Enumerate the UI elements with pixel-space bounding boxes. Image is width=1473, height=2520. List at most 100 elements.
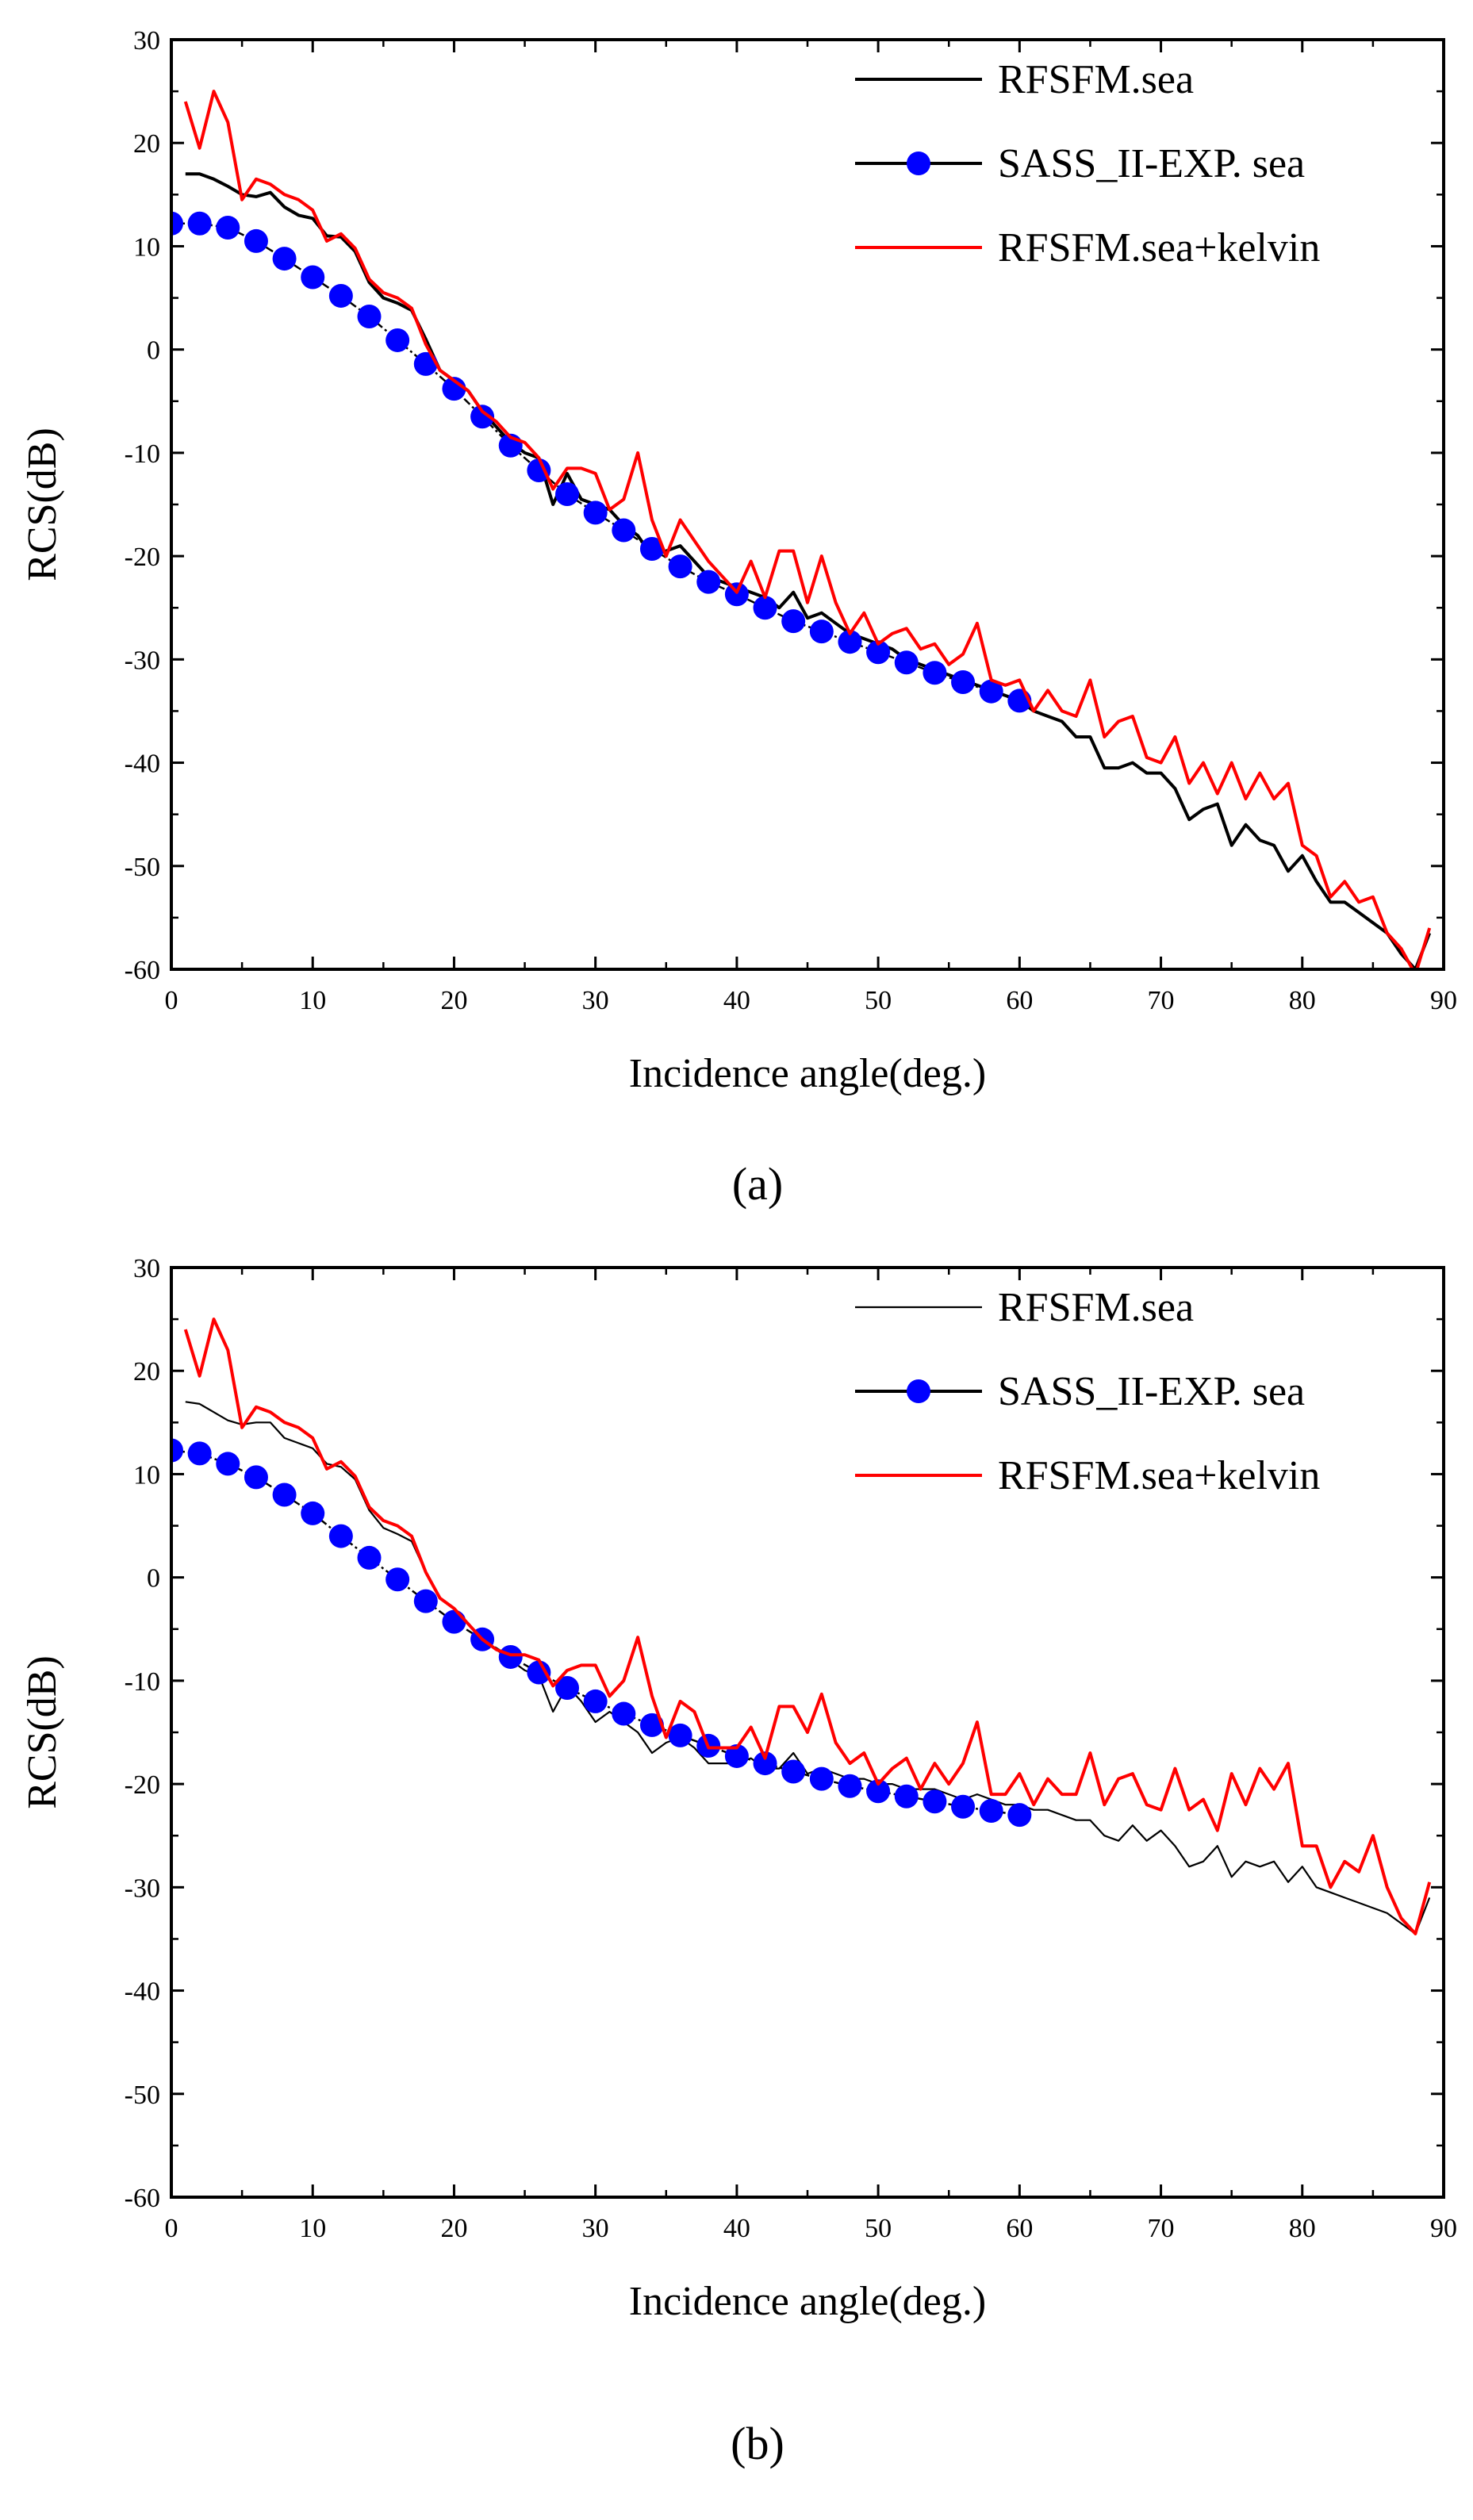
y-tick-label: 30 <box>133 1254 160 1283</box>
chart-panel-a: 0 10 20 30 40 50 60 70 80 90 30 20 10 0 -10 -20 -30 -40 -5… <box>20 26 1457 1210</box>
legend-label: SASS_II-EXP. sea <box>998 141 1305 186</box>
series-line-rfsfm-kelvin <box>183 1318 1432 1935</box>
y-tick-label: 0 <box>147 1564 160 1594</box>
legend-label: RFSFM.sea <box>998 1285 1194 1330</box>
data-point-sass <box>838 630 862 654</box>
data-point-sass <box>386 1567 410 1592</box>
data-point-sass <box>328 1524 353 1548</box>
data-point-sass <box>272 247 297 271</box>
data-point-sass <box>301 1501 325 1525</box>
data-point-sass <box>527 458 551 483</box>
x-tick-label: 10 <box>299 2214 326 2243</box>
data-point-sass <box>809 1766 834 1791</box>
data-point-sass <box>357 1545 382 1570</box>
panel-label: (a) <box>732 1158 783 1210</box>
x-tick-label: 50 <box>865 986 892 1015</box>
x-tick-label: 0 <box>165 2214 178 2243</box>
y-tick-label: -30 <box>125 1874 160 1903</box>
data-point-sass <box>951 669 976 694</box>
y-tick-label: -10 <box>125 1667 160 1697</box>
series-line-rfsfm-sea <box>185 172 1432 969</box>
legend-label: RFSFM.sea+kelvin <box>998 1453 1320 1498</box>
data-point-sass <box>781 609 806 634</box>
x-tick-label: 40 <box>723 986 750 1015</box>
y-tick-label: -60 <box>125 956 160 985</box>
y-tick-label: -20 <box>125 1770 160 1800</box>
legend-label: RFSFM.sea+kelvin <box>998 225 1320 270</box>
plot-area <box>171 90 1432 969</box>
legend-label: SASS_II-EXP. sea <box>998 1369 1305 1414</box>
data-point-sass <box>386 328 410 352</box>
x-axis-title: Incidence angle(deg.) <box>629 1051 986 1096</box>
legend: RFSFM.sea SASS_II-EXP. sea RFSFM.sea+kelvi… <box>855 1285 1320 1498</box>
x-tick-label: 80 <box>1289 2214 1316 2243</box>
data-point-sass <box>866 640 891 665</box>
x-tick-label: 10 <box>299 986 326 1015</box>
series-line-rfsfm-sea <box>185 1401 1431 1935</box>
data-point-sass <box>171 211 183 236</box>
x-tick-label: 30 <box>582 2214 609 2243</box>
x-tick-label: 60 <box>1006 2214 1033 2243</box>
data-point-sass <box>244 228 268 253</box>
data-point-sass <box>216 1452 240 1476</box>
y-tick-label: -50 <box>125 853 160 882</box>
legend-label: RFSFM.sea <box>998 57 1194 102</box>
data-point-sass <box>442 377 466 401</box>
x-tick-label: 90 <box>1430 2214 1457 2243</box>
data-point-sass <box>171 1438 183 1463</box>
x-tick-label: 0 <box>165 986 178 1015</box>
data-point-sass <box>244 1465 268 1490</box>
x-tick-label: 30 <box>582 986 609 1015</box>
x-tick-label: 60 <box>1006 986 1033 1015</box>
plot-frame <box>170 1266 1445 2199</box>
y-axis-title: RCS(dB) <box>20 1655 65 1809</box>
x-tick-label: 40 <box>723 2214 750 2243</box>
x-tick-label: 70 <box>1148 2214 1175 2243</box>
data-point-sass <box>612 518 636 543</box>
y-tick-label: -40 <box>125 1977 160 2007</box>
data-point-sass <box>470 405 495 429</box>
data-point-sass <box>527 1660 551 1685</box>
data-point-sass <box>979 679 1003 704</box>
data-point-sass <box>724 1743 749 1768</box>
x-axis-title: Incidence angle(deg.) <box>629 2279 986 2324</box>
x-tick-label: 90 <box>1430 986 1457 1015</box>
series-line-rfsfm-kelvin <box>183 90 1432 969</box>
data-point-sass <box>753 596 777 620</box>
x-tick-label: 70 <box>1148 986 1175 1015</box>
data-point-sass <box>555 481 580 506</box>
data-point-sass <box>894 650 919 675</box>
y-tick-label: -20 <box>125 543 160 572</box>
data-point-sass <box>668 1723 692 1747</box>
y-tick-label: -60 <box>125 2184 160 2213</box>
data-point-sass <box>187 211 212 236</box>
y-tick-label: -50 <box>125 2081 160 2110</box>
y-axis-title: RCS(dB) <box>20 428 65 581</box>
data-point-sass <box>583 501 608 525</box>
data-point-sass <box>442 1609 466 1634</box>
y-tick-label: -40 <box>125 750 160 779</box>
panel-label: (b) <box>731 2418 784 2469</box>
y-tick-label: 30 <box>133 26 160 56</box>
data-point-sass <box>866 1779 891 1804</box>
data-point-sass <box>583 1689 608 1713</box>
data-point-sass <box>838 1774 862 1798</box>
legend-swatch-marker <box>907 152 930 175</box>
data-point-sass <box>187 1441 212 1466</box>
data-point-sass <box>498 1644 523 1669</box>
data-point-sass <box>413 351 438 376</box>
data-point-sass <box>923 1789 947 1814</box>
data-point-sass <box>328 283 353 308</box>
data-point-sass <box>696 570 721 594</box>
data-point-sass <box>639 536 664 561</box>
y-tick-label: 20 <box>133 129 160 159</box>
data-point-sass <box>301 265 325 290</box>
y-tick-label: -30 <box>125 646 160 675</box>
x-tick-label: 80 <box>1289 986 1316 1015</box>
data-point-sass <box>612 1701 636 1726</box>
data-point-sass <box>668 554 692 579</box>
data-point-sass <box>923 661 947 685</box>
data-point-sass <box>216 216 240 240</box>
y-tick-label: 0 <box>147 336 160 366</box>
